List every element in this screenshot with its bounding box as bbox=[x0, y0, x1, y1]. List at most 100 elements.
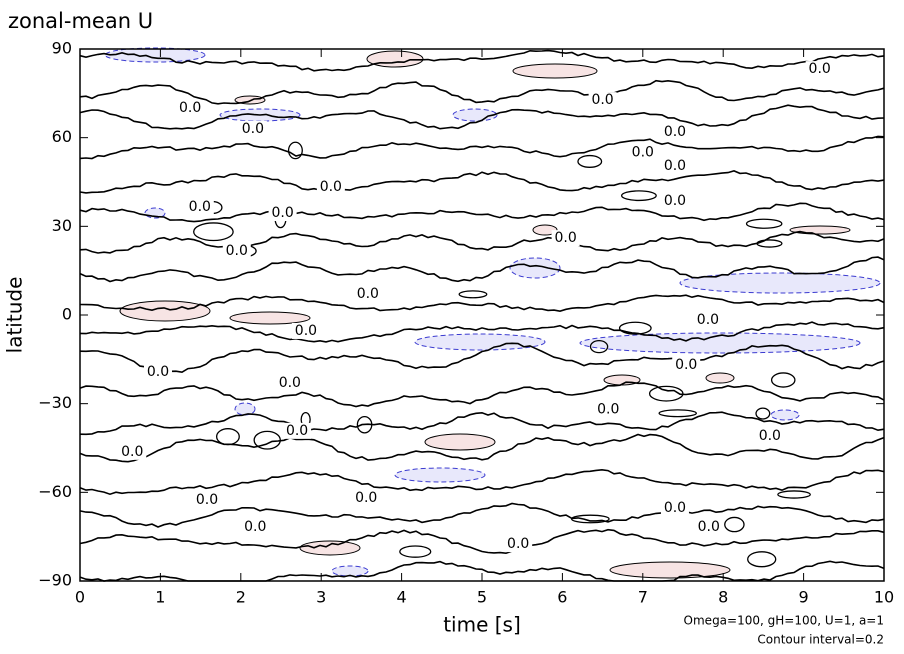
contour-label: 0.0 bbox=[759, 428, 781, 444]
label-bg bbox=[628, 144, 657, 161]
contour-label: 0.0 bbox=[632, 144, 654, 160]
x-tick-label: 7 bbox=[638, 588, 648, 607]
contour-label: 0.0 bbox=[226, 243, 248, 259]
contour-line bbox=[79, 468, 885, 496]
label-bg bbox=[660, 123, 689, 140]
label-bg bbox=[672, 356, 701, 373]
y-tick-label: 0 bbox=[62, 305, 72, 324]
contour-line bbox=[79, 49, 885, 72]
chart-title: zonal-mean U bbox=[8, 9, 153, 33]
positive-region bbox=[789, 225, 851, 235]
note: Omega=100, gH=100, U=1, a=1 bbox=[684, 614, 884, 628]
contour-label: 0.0 bbox=[591, 92, 613, 108]
label-bg bbox=[316, 179, 345, 196]
label-bg bbox=[551, 230, 580, 247]
contour-line bbox=[79, 342, 885, 374]
label-bg bbox=[222, 242, 251, 259]
shading bbox=[104, 47, 881, 579]
negative-region bbox=[234, 402, 256, 416]
label-bg bbox=[694, 518, 723, 535]
contour-label: 0.0 bbox=[196, 492, 218, 508]
negative-region bbox=[104, 47, 206, 63]
contour-label: 0.0 bbox=[286, 423, 308, 439]
contour-label: 0.0 bbox=[271, 205, 293, 221]
label-bg bbox=[238, 120, 267, 137]
y-tick-label: −30 bbox=[38, 393, 72, 412]
contour-closed bbox=[658, 409, 698, 418]
label-bg bbox=[594, 401, 623, 418]
contour-label: 0.0 bbox=[675, 357, 697, 373]
contour-line bbox=[79, 104, 885, 130]
positive-region bbox=[119, 300, 211, 322]
x-tick-label: 2 bbox=[236, 588, 246, 607]
negative-region bbox=[394, 467, 486, 483]
contour-line bbox=[79, 528, 885, 555]
contour-label: 0.0 bbox=[664, 500, 686, 516]
contour-closed bbox=[399, 545, 432, 558]
contour-line bbox=[79, 411, 885, 436]
contour-label: 0.0 bbox=[809, 61, 831, 77]
contour-label: 0.0 bbox=[664, 124, 686, 140]
positive-region bbox=[299, 540, 361, 556]
x-tick-label: 1 bbox=[155, 588, 165, 607]
contour-label: 0.0 bbox=[554, 230, 576, 246]
y-tick-label: −60 bbox=[38, 482, 72, 501]
contour-line bbox=[79, 294, 885, 313]
positive-region bbox=[705, 372, 735, 384]
contour-label: 0.0 bbox=[179, 100, 201, 116]
contour-label: 0.0 bbox=[242, 121, 264, 137]
contour-line bbox=[79, 230, 885, 254]
contour-label: 0.0 bbox=[664, 193, 686, 209]
x-axis-label: time [s] bbox=[443, 613, 521, 637]
x-tick-label: 10 bbox=[874, 588, 894, 607]
y-axis-label: latitude bbox=[3, 277, 27, 354]
contour-line bbox=[79, 170, 885, 194]
y-tick-label: −90 bbox=[38, 571, 72, 590]
x-tick-label: 8 bbox=[718, 588, 728, 607]
label-bg bbox=[283, 422, 312, 439]
contour-line bbox=[79, 79, 885, 105]
contour-label: 0.0 bbox=[664, 158, 686, 174]
negative-region bbox=[770, 409, 800, 421]
contour-line bbox=[79, 321, 885, 343]
label-bg bbox=[176, 100, 205, 117]
note: Contour interval=0.2 bbox=[757, 633, 884, 647]
x-tick-label: 3 bbox=[316, 588, 326, 607]
contour-closed bbox=[570, 514, 610, 524]
contour-line bbox=[79, 256, 885, 283]
contour-label: 0.0 bbox=[698, 519, 720, 535]
contour-label: 0.0 bbox=[244, 519, 266, 535]
label-bg bbox=[660, 158, 689, 175]
label-bg bbox=[504, 536, 533, 553]
label-bg bbox=[275, 374, 304, 391]
label-bg bbox=[118, 443, 147, 460]
contour-closed bbox=[287, 141, 303, 160]
positive-region bbox=[229, 311, 311, 325]
negative-region bbox=[509, 257, 561, 279]
contour-line bbox=[79, 433, 885, 463]
positive-region bbox=[532, 224, 558, 236]
label-bg bbox=[268, 205, 297, 222]
contour-label: 0.0 bbox=[355, 490, 377, 506]
contour-closed bbox=[458, 290, 488, 299]
label-bg bbox=[660, 499, 689, 516]
contour-label: 0.0 bbox=[507, 536, 529, 552]
y-tick-label: 30 bbox=[52, 216, 72, 235]
contour-closed bbox=[577, 154, 603, 168]
contour-closed bbox=[589, 339, 609, 354]
label-bg bbox=[352, 489, 381, 506]
contour-closed bbox=[193, 222, 234, 242]
label-bg bbox=[241, 518, 270, 535]
label-bg bbox=[660, 192, 689, 209]
contour-label: 0.0 bbox=[189, 199, 211, 215]
label-bg bbox=[693, 312, 722, 329]
label-bg bbox=[185, 199, 214, 216]
contour-closed bbox=[724, 516, 745, 533]
contour-closed bbox=[618, 321, 652, 335]
contour-label: 0.0 bbox=[357, 286, 379, 302]
x-tick-label: 0 bbox=[75, 588, 85, 607]
label-bg bbox=[193, 492, 222, 509]
contour-closed bbox=[777, 490, 811, 499]
x-tick-label: 4 bbox=[397, 588, 407, 607]
